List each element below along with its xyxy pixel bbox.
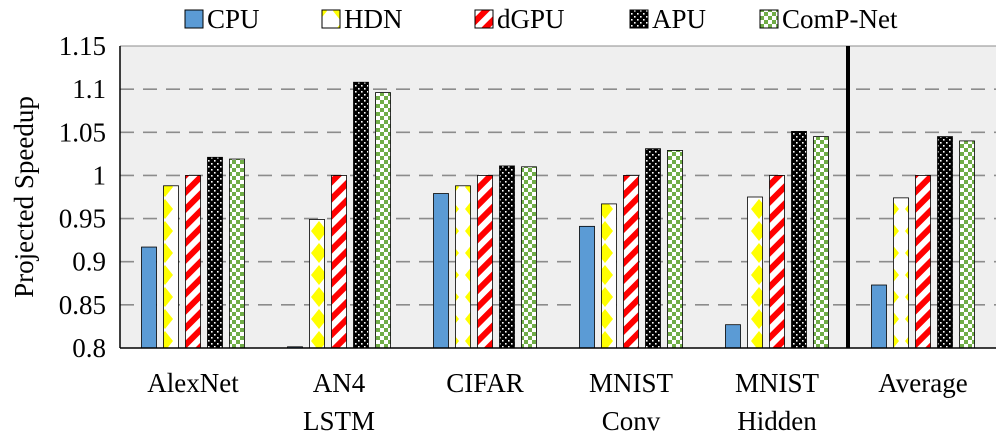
bar-dgpu bbox=[769, 175, 785, 349]
y-tick-label: 1.15 bbox=[59, 31, 106, 61]
legend-swatch bbox=[184, 9, 204, 29]
bar-hdn bbox=[747, 196, 763, 349]
bar-apu bbox=[353, 81, 369, 349]
x-tick-label: MNIST bbox=[735, 368, 820, 398]
x-tick-label: MNIST bbox=[589, 368, 674, 398]
bar-apu bbox=[791, 131, 807, 349]
bar-comp-net bbox=[667, 150, 683, 349]
bar-hdn bbox=[601, 203, 617, 349]
bar-dgpu bbox=[331, 175, 347, 349]
bar-cpu bbox=[725, 324, 741, 349]
plot-area bbox=[120, 46, 996, 348]
bar-comp-net bbox=[375, 92, 391, 349]
bar-apu bbox=[207, 156, 223, 349]
bar-cpu bbox=[141, 246, 157, 349]
legend-label: CPU bbox=[207, 4, 260, 34]
legend: CPU HDN dGPU APU ComP-Net bbox=[184, 4, 898, 34]
bar-cpu bbox=[433, 193, 449, 349]
x-tick-label: CIFAR bbox=[446, 368, 524, 398]
legend-label: APU bbox=[652, 4, 706, 34]
bar-comp-net bbox=[521, 166, 537, 349]
bar-hdn bbox=[163, 185, 179, 349]
x-tick-label: Hidden bbox=[737, 406, 817, 436]
bar-hdn bbox=[455, 185, 471, 349]
y-tick-label: 1 bbox=[93, 160, 107, 190]
x-axis-ticks: AlexNet AN4 LSTM CIFAR MNIST Conv MNIST Hidden A… bbox=[147, 368, 967, 436]
axes bbox=[119, 46, 996, 349]
bar-apu bbox=[937, 136, 953, 349]
y-axis-ticks: 0.8 0.85 0.9 0.95 1 1.05 1.1 1.15 bbox=[59, 31, 106, 363]
x-tick-label: LSTM bbox=[303, 406, 375, 436]
y-axis-title: Projected Speedup bbox=[9, 96, 39, 298]
legend-label: dGPU bbox=[497, 4, 565, 34]
legend-swatch bbox=[474, 9, 494, 29]
bar-hdn bbox=[309, 219, 325, 349]
x-tick-label: AlexNet bbox=[147, 368, 239, 398]
bar-comp-net bbox=[959, 140, 975, 349]
y-tick-label: 0.85 bbox=[59, 290, 106, 320]
bar-comp-net bbox=[229, 158, 245, 349]
bar-dgpu bbox=[185, 175, 201, 349]
legend-swatch bbox=[321, 9, 341, 29]
y-tick-label: 0.95 bbox=[59, 204, 106, 234]
x-tick-label: AN4 bbox=[313, 368, 366, 398]
bar-hdn bbox=[893, 197, 909, 349]
bar-apu bbox=[499, 165, 515, 349]
y-tick-label: 0.9 bbox=[72, 247, 106, 277]
bar-dgpu bbox=[915, 175, 931, 349]
y-tick-label: 1.1 bbox=[72, 74, 106, 104]
bars bbox=[141, 81, 975, 349]
y-tick-label: 0.8 bbox=[72, 333, 106, 363]
x-tick-label: Conv bbox=[602, 406, 661, 436]
legend-swatch bbox=[759, 9, 779, 29]
legend-label: HDN bbox=[344, 4, 403, 34]
gridlines bbox=[120, 45, 996, 306]
bar-cpu bbox=[871, 284, 887, 349]
y-tick-label: 1.05 bbox=[59, 117, 106, 147]
legend-label: ComP-Net bbox=[782, 4, 898, 34]
legend-swatch bbox=[629, 9, 649, 29]
bar-dgpu bbox=[477, 175, 493, 349]
x-tick-label: Average bbox=[878, 368, 967, 398]
bar-dgpu bbox=[623, 175, 639, 349]
bar-apu bbox=[645, 148, 661, 349]
bar-cpu bbox=[579, 225, 595, 349]
bar-comp-net bbox=[813, 136, 829, 349]
